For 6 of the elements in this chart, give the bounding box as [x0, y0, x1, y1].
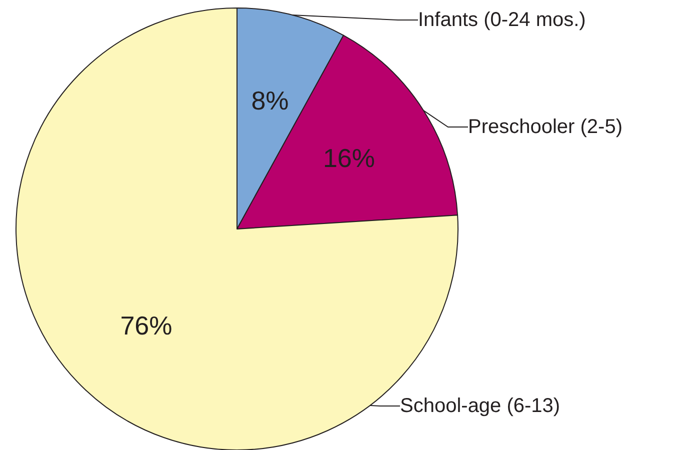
slice-label: Infants (0-24 mos.) — [418, 9, 586, 31]
data-label: 16% — [322, 142, 375, 173]
slice-label: Preschooler (2-5) — [468, 116, 623, 138]
data-label: 8% — [251, 86, 289, 116]
data-label: 76% — [120, 310, 172, 341]
slice-label: School-age (6-13) — [400, 395, 560, 417]
